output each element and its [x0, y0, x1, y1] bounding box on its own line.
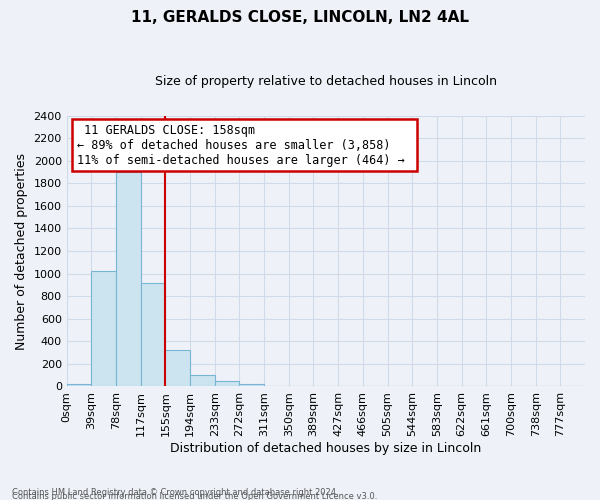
Title: Size of property relative to detached houses in Lincoln: Size of property relative to detached ho…	[155, 75, 497, 88]
Bar	[91, 272, 116, 386]
Bar	[67, 384, 91, 386]
Text: 11, GERALDS CLOSE, LINCOLN, LN2 4AL: 11, GERALDS CLOSE, LINCOLN, LN2 4AL	[131, 10, 469, 25]
Text: Contains public sector information licensed under the Open Government Licence v3: Contains public sector information licen…	[12, 492, 377, 500]
X-axis label: Distribution of detached houses by size in Lincoln: Distribution of detached houses by size …	[170, 442, 481, 455]
Text: Contains HM Land Registry data © Crown copyright and database right 2024.: Contains HM Land Registry data © Crown c…	[12, 488, 338, 497]
Bar	[141, 282, 166, 387]
Bar	[190, 374, 215, 386]
Bar	[166, 350, 190, 386]
Bar	[116, 172, 141, 386]
Text: 11 GERALDS CLOSE: 158sqm
← 89% of detached houses are smaller (3,858)
11% of sem: 11 GERALDS CLOSE: 158sqm ← 89% of detach…	[77, 124, 412, 166]
Y-axis label: Number of detached properties: Number of detached properties	[15, 152, 28, 350]
Bar	[215, 381, 239, 386]
Bar	[239, 384, 264, 386]
